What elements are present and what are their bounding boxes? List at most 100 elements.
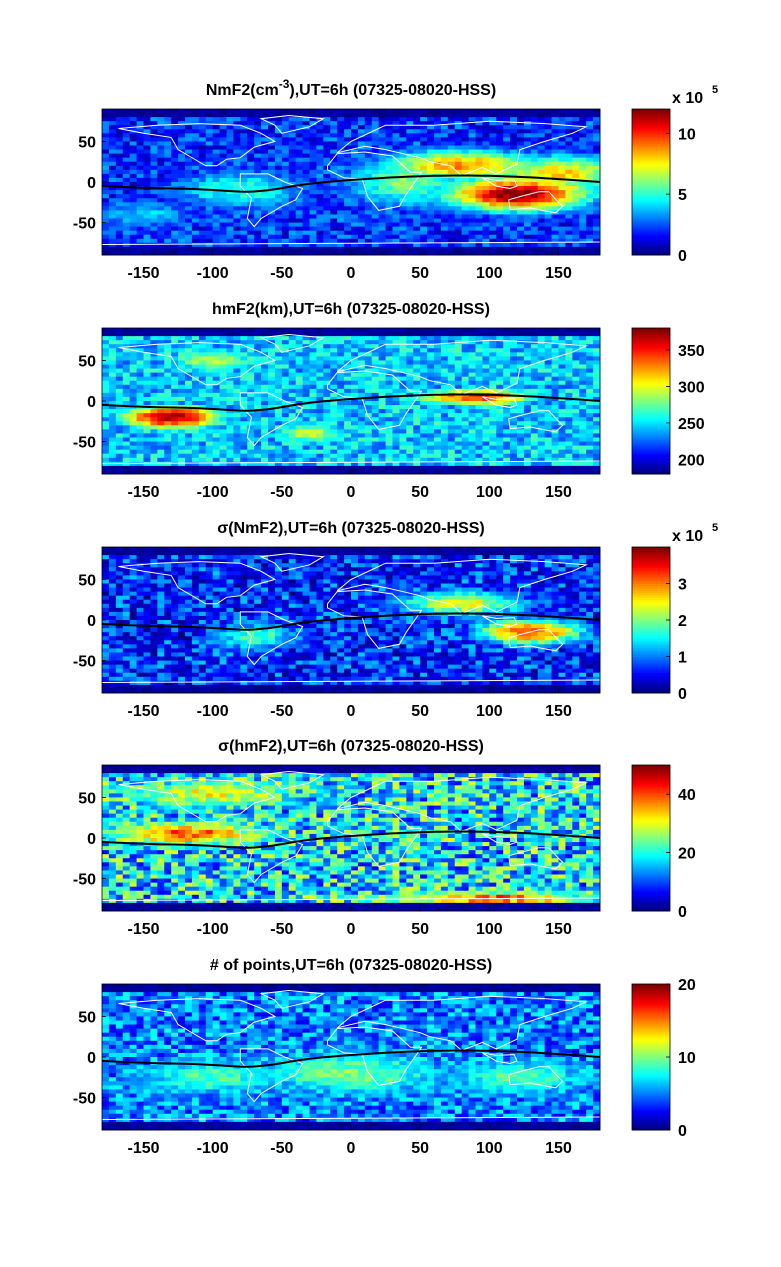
heatmap-cell xyxy=(565,340,573,345)
heatmap-cell xyxy=(212,113,220,118)
heatmap-cell xyxy=(157,169,165,175)
heatmap-cell xyxy=(579,186,587,191)
heatmap-cell xyxy=(517,242,525,248)
heatmap-cell xyxy=(219,149,227,155)
heatmap-cell xyxy=(434,441,442,447)
heatmap-cell xyxy=(530,336,539,341)
heatmap-cell xyxy=(281,384,290,390)
colorbar-band xyxy=(632,113,670,117)
heatmap-cell xyxy=(510,364,518,369)
heatmap-cell xyxy=(309,141,317,146)
heatmap-cell xyxy=(586,149,594,155)
heatmap-cell xyxy=(254,392,262,398)
heatmap-cell xyxy=(115,198,124,203)
heatmap-cell xyxy=(496,421,504,426)
heatmap-cell xyxy=(316,433,324,438)
heatmap-cell xyxy=(392,453,400,459)
heatmap-cell xyxy=(337,242,345,248)
heatmap-cell xyxy=(122,413,131,418)
heatmap-cell xyxy=(274,380,283,386)
heatmap-cell xyxy=(413,405,421,410)
heatmap-cell xyxy=(420,157,428,163)
heatmap-cell xyxy=(371,401,380,406)
heatmap-cell xyxy=(468,226,476,232)
heatmap-cell xyxy=(157,218,165,223)
heatmap-cell xyxy=(281,117,290,122)
heatmap-cell xyxy=(102,173,110,179)
heatmap-cell xyxy=(157,360,165,365)
heatmap-cell xyxy=(572,137,580,142)
heatmap-cell xyxy=(461,113,469,118)
heatmap-cell xyxy=(482,210,490,215)
heatmap-cell xyxy=(454,161,463,167)
heatmap-cell xyxy=(261,421,269,426)
heatmap-cell xyxy=(517,202,525,207)
heatmap-cell xyxy=(330,421,338,426)
heatmap-cell xyxy=(475,344,483,349)
heatmap-cell xyxy=(302,441,310,447)
heatmap-cell xyxy=(468,165,476,171)
heatmap-cell xyxy=(323,360,331,365)
heatmap-cell xyxy=(205,137,214,142)
heatmap-cell xyxy=(461,141,469,146)
heatmap-cell xyxy=(309,198,317,203)
heatmap-cell xyxy=(427,137,435,142)
heatmap-cell xyxy=(102,222,110,228)
heatmap-cell xyxy=(510,246,518,252)
heatmap-cell xyxy=(254,344,262,349)
heatmap-cell xyxy=(489,145,497,150)
heatmap-cell xyxy=(226,121,234,126)
heatmap-cell xyxy=(295,413,303,418)
heatmap-cell xyxy=(551,121,559,126)
colorbar-band xyxy=(632,204,670,208)
heatmap-cell xyxy=(198,417,207,422)
heatmap-cell xyxy=(406,182,414,187)
heatmap-cell xyxy=(309,206,317,211)
heatmap-cell xyxy=(565,332,573,337)
heatmap-cell xyxy=(364,417,373,422)
heatmap-cell xyxy=(288,417,297,422)
heatmap-cell xyxy=(274,340,283,345)
heatmap-cell xyxy=(157,109,165,114)
heatmap-cell xyxy=(406,340,414,345)
heatmap-cell xyxy=(593,113,601,118)
heatmap-cell xyxy=(406,109,414,114)
heatmap-cell xyxy=(268,214,276,219)
heatmap-cell xyxy=(565,153,573,159)
heatmap-cell xyxy=(454,129,463,134)
heatmap-cell xyxy=(337,133,345,138)
heatmap-cell xyxy=(233,141,241,146)
heatmap-cell xyxy=(337,169,345,175)
heatmap-cell xyxy=(434,177,442,183)
heatmap-cell xyxy=(164,360,172,365)
heatmap-cell xyxy=(185,165,193,171)
heatmap-cell xyxy=(295,109,303,114)
heatmap-cell xyxy=(510,413,518,418)
heatmap-cell xyxy=(330,401,338,406)
heatmap-cell xyxy=(344,437,352,442)
heatmap-cell xyxy=(420,413,428,418)
heatmap-cell xyxy=(440,360,449,365)
heatmap-cell xyxy=(247,372,255,378)
heatmap-cell xyxy=(295,445,303,451)
heatmap-cell xyxy=(136,190,144,195)
heatmap-cell xyxy=(254,421,262,426)
heatmap-cell xyxy=(302,425,310,430)
heatmap-cell xyxy=(510,421,518,426)
heatmap-cell xyxy=(136,421,144,426)
heatmap-cell xyxy=(129,190,137,195)
heatmap-cell xyxy=(226,409,234,414)
heatmap-cell xyxy=(219,117,227,122)
heatmap-cell xyxy=(254,226,262,232)
heatmap-cell xyxy=(523,388,532,394)
heatmap-cell xyxy=(482,198,490,203)
heatmap-cell xyxy=(316,364,324,369)
colorbar-band xyxy=(632,245,670,249)
heatmap-cell xyxy=(579,141,587,146)
heatmap-cell xyxy=(164,190,172,195)
heatmap-cell xyxy=(517,396,525,402)
heatmap-cell xyxy=(337,376,345,382)
heatmap-cell xyxy=(295,113,303,118)
heatmap-cell xyxy=(517,113,525,118)
heatmap-cell xyxy=(544,246,552,252)
